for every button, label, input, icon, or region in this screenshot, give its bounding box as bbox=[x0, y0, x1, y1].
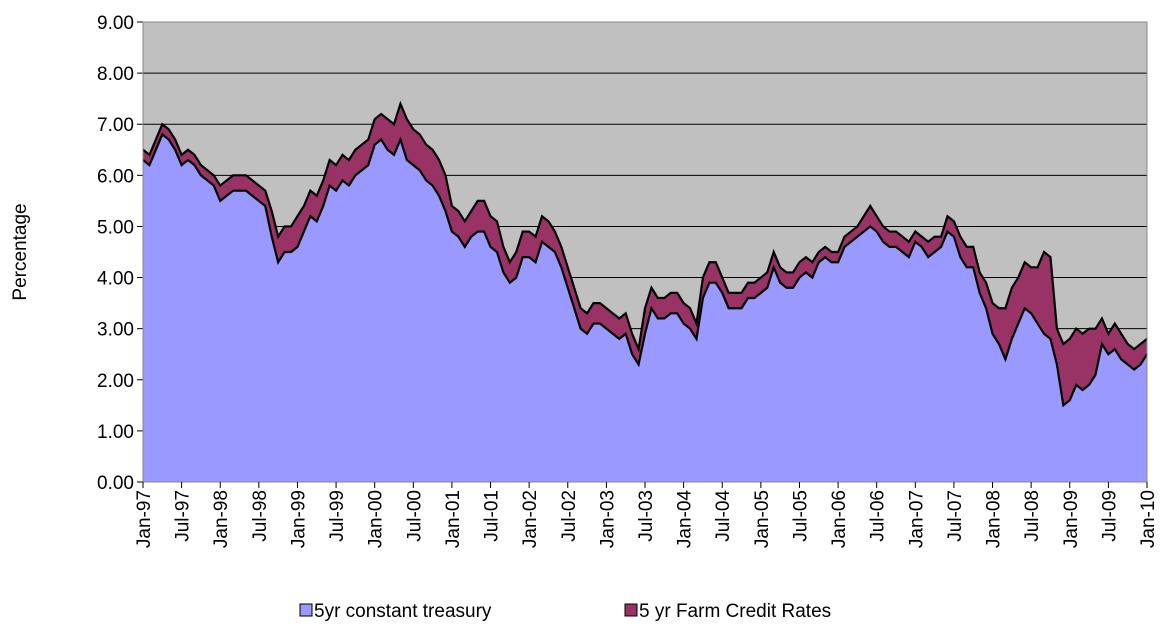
x-tick-label: Jan-09 bbox=[1061, 490, 1082, 548]
x-tick-label: Jan-97 bbox=[134, 490, 155, 548]
y-tick-label: 6.00 bbox=[97, 166, 134, 187]
y-tick-label: 5.00 bbox=[97, 217, 134, 238]
area bbox=[143, 134, 1147, 482]
x-tick-label: Jul-05 bbox=[790, 490, 811, 542]
y-tick-label: 8.00 bbox=[97, 64, 134, 85]
legend-label: 5 yr Farm Credit Rates bbox=[639, 601, 831, 622]
area-outline bbox=[142, 132, 1148, 408]
x-tick-label: Jul-97 bbox=[173, 490, 194, 542]
x-tick-label: Jul-99 bbox=[327, 490, 348, 542]
x-tick-label: Jul-06 bbox=[868, 490, 889, 542]
x-tick-label: Jan-99 bbox=[288, 490, 309, 548]
y-axis-label: Percentage bbox=[10, 203, 31, 300]
y-tick-label: 1.00 bbox=[97, 422, 134, 443]
x-tick-label: Jan-98 bbox=[211, 490, 232, 548]
x-tick-label: Jan-05 bbox=[752, 490, 773, 548]
legend-swatch bbox=[624, 603, 638, 617]
x-tick-label: Jan-02 bbox=[520, 490, 541, 548]
x-tick-label: Jul-03 bbox=[636, 490, 657, 542]
y-tick-label: 4.00 bbox=[97, 269, 134, 290]
x-tick-label: Jan-01 bbox=[443, 490, 464, 548]
x-tick-label: Jul-98 bbox=[250, 490, 271, 542]
x-tick-label: Jul-07 bbox=[945, 490, 966, 542]
x-tick-label: Jan-08 bbox=[984, 490, 1005, 548]
y-tick-label: 0.00 bbox=[97, 473, 134, 494]
x-tick-label: Jul-00 bbox=[404, 490, 425, 542]
y-tick-label: 9.00 bbox=[97, 13, 134, 34]
x-tick-label: Jan-04 bbox=[675, 490, 696, 549]
x-tick-label: Jul-08 bbox=[1022, 490, 1043, 542]
y-tick-label: 7.00 bbox=[97, 115, 134, 136]
x-tick-label: Jan-10 bbox=[1138, 490, 1159, 548]
x-tick-label: Jan-03 bbox=[597, 490, 618, 548]
x-tick-label: Jul-01 bbox=[482, 490, 503, 542]
x-tick-label: Jul-04 bbox=[713, 490, 734, 542]
x-tick-label: Jan-06 bbox=[829, 490, 850, 548]
legend-label: 5yr constant treasury bbox=[314, 601, 492, 622]
y-tick-label: 2.00 bbox=[97, 371, 134, 392]
x-tick-label: Jul-09 bbox=[1099, 490, 1120, 542]
area-outline bbox=[142, 100, 1148, 354]
x-tick-label: Jan-00 bbox=[366, 490, 387, 548]
legend-swatch bbox=[299, 603, 313, 617]
x-tick-label: Jul-02 bbox=[559, 490, 580, 542]
x-tick-label: Jan-07 bbox=[906, 490, 927, 548]
y-tick-label: 3.00 bbox=[97, 320, 134, 341]
